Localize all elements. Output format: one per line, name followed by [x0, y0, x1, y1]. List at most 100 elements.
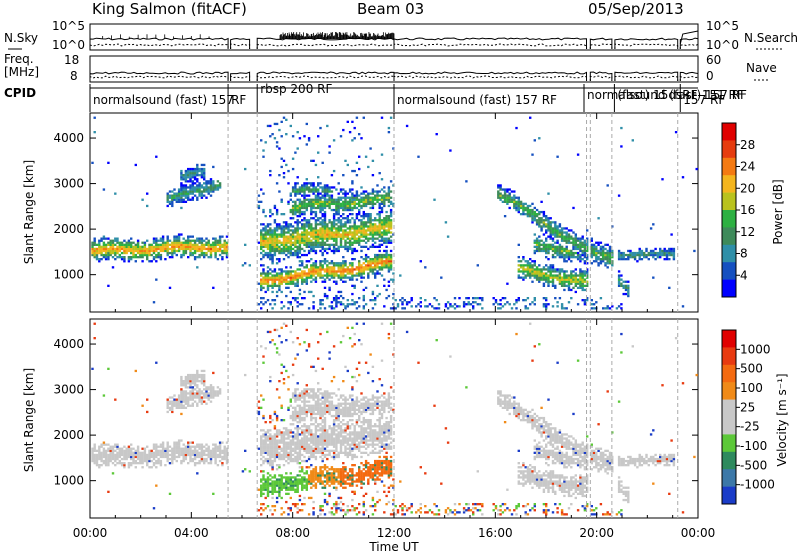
velocity-cell: [271, 497, 273, 499]
power-cell: [319, 307, 321, 309]
power-cell: [381, 199, 383, 201]
power-cell: [556, 240, 558, 242]
power-cell: [103, 188, 105, 190]
power-cell: [130, 258, 132, 260]
power-cell: [593, 246, 595, 248]
power-cell: [584, 248, 586, 250]
power-cell: [183, 250, 185, 252]
power-cell: [351, 272, 353, 274]
power-cell: [331, 209, 333, 211]
power-cell: [520, 277, 522, 279]
power-cell: [522, 209, 524, 211]
power-cell: [317, 217, 319, 219]
power-cell: [208, 193, 210, 195]
power-cell: [308, 182, 310, 184]
power-cell: [278, 250, 280, 252]
power-cell: [363, 223, 365, 225]
power-cell: [205, 188, 207, 190]
power-cell: [529, 209, 531, 211]
power-cell: [543, 248, 545, 250]
power-cell: [369, 238, 371, 240]
power-cell: [372, 233, 374, 235]
power-cell: [351, 170, 353, 172]
power-cell: [310, 223, 312, 225]
velocity-cell: [269, 462, 271, 464]
velocity-cell: [189, 390, 191, 392]
power-cell: [315, 213, 317, 215]
velocity-cell: [262, 442, 264, 444]
velocity-cell: [185, 396, 187, 398]
power-cell: [383, 242, 385, 244]
power-cell: [390, 225, 392, 227]
power-cell: [317, 205, 319, 207]
power-cell: [518, 270, 520, 272]
power-cell: [308, 227, 310, 229]
power-cell: [276, 295, 278, 297]
power-cell: [287, 252, 289, 254]
power-cell: [180, 193, 182, 195]
power-cell: [559, 225, 561, 227]
velocity-cell: [281, 474, 283, 476]
velocity-cell: [185, 386, 187, 388]
power-cell: [219, 248, 221, 250]
power-cell: [114, 250, 116, 252]
power-cell: [547, 221, 549, 223]
power-cell: [219, 244, 221, 246]
power-cell: [290, 270, 292, 272]
power-cell: [315, 164, 317, 166]
power-cell: [274, 281, 276, 283]
power-cell: [203, 168, 205, 170]
power-cell: [299, 272, 301, 274]
power-cell: [351, 188, 353, 190]
power-cell: [625, 258, 627, 260]
power-cell: [534, 217, 536, 219]
power-cell: [94, 254, 96, 256]
power-cell: [132, 246, 134, 248]
velocity-cell: [157, 458, 159, 460]
power-cell: [502, 297, 504, 299]
power-cell: [312, 264, 314, 266]
velocity-cell: [267, 485, 269, 487]
power-cell: [527, 213, 529, 215]
power-cell: [196, 178, 198, 180]
power-cell: [351, 182, 353, 184]
power-cell: [312, 233, 314, 235]
velocity-cell: [290, 444, 292, 446]
velocity-cell: [201, 454, 203, 456]
power-cell: [390, 190, 392, 192]
power-cell: [360, 219, 362, 221]
power-cell: [306, 207, 308, 209]
power-cell: [203, 172, 205, 174]
velocity-cell: [107, 368, 109, 370]
power-cell: [217, 180, 219, 182]
velocity-cell: [94, 448, 96, 450]
power-cell: [379, 262, 381, 264]
power-cell: [178, 188, 180, 190]
velocity-cell: [285, 452, 287, 454]
power-cell: [121, 252, 123, 254]
power-cell: [324, 287, 326, 289]
power-cell: [620, 258, 622, 260]
power-cell: [271, 277, 273, 279]
power-cell: [513, 197, 515, 199]
velocity-cell: [214, 456, 216, 458]
velocity-cell: [180, 448, 182, 450]
power-cell: [271, 279, 273, 281]
power-cell: [146, 240, 148, 242]
velocity-cell: [219, 450, 221, 452]
power-cell: [390, 254, 392, 256]
velocity-cell: [262, 476, 264, 478]
power-cell: [126, 248, 128, 250]
power-cell: [509, 195, 511, 197]
power-cell: [338, 233, 340, 235]
velocity-cell: [285, 444, 287, 446]
power-cell: [354, 250, 356, 252]
power-cell: [319, 299, 321, 301]
power-cell: [561, 240, 563, 242]
power-cell: [310, 291, 312, 293]
velocity-cell: [98, 466, 100, 468]
power-cell: [265, 233, 267, 235]
power-cell: [164, 246, 166, 248]
velocity-cell: [271, 437, 273, 439]
power-cell: [299, 137, 301, 139]
